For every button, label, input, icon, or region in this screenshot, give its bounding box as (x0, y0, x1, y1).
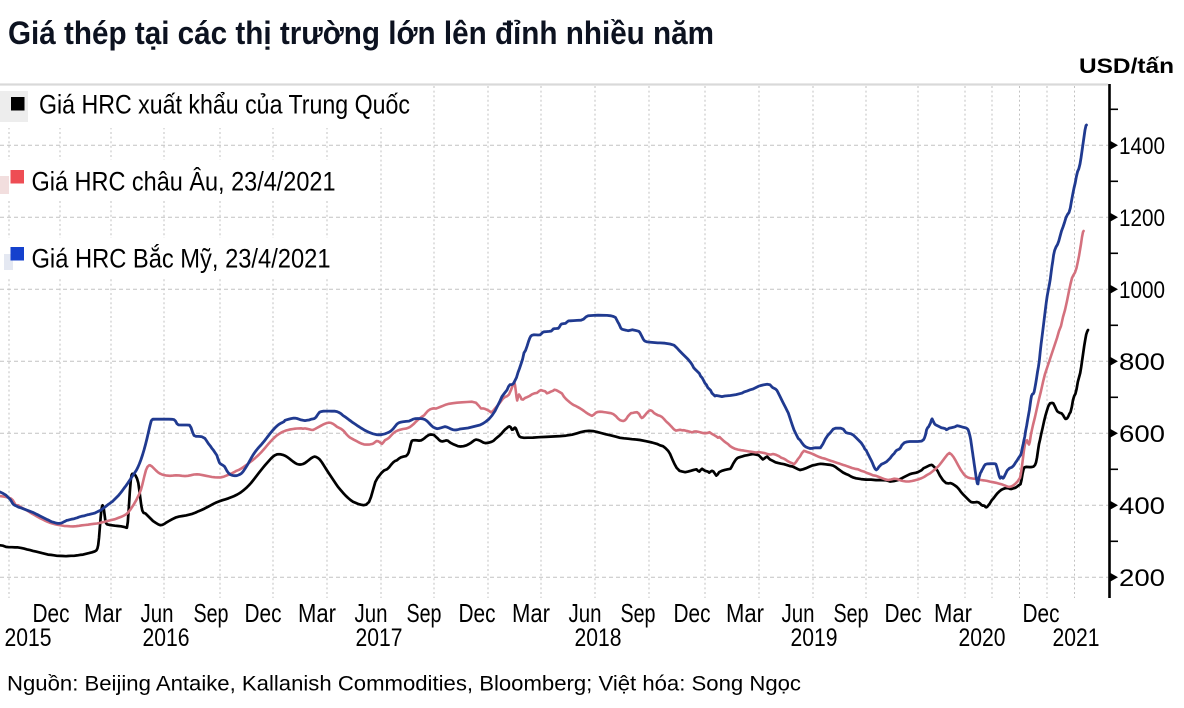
svg-text:1000: 1000 (1119, 277, 1165, 304)
svg-text:400: 400 (1119, 493, 1165, 520)
svg-text:Dec: Dec (459, 598, 496, 628)
svg-text:2015: 2015 (5, 624, 52, 652)
svg-text:USD/tấn: USD/tấn (1079, 54, 1174, 78)
svg-text:Giá HRC Bắc Mỹ, 23/4/2021: Giá HRC Bắc Mỹ, 23/4/2021 (32, 244, 331, 274)
svg-text:Sep: Sep (834, 598, 869, 628)
svg-text:Sep: Sep (621, 598, 656, 628)
svg-text:Mar: Mar (726, 598, 764, 628)
svg-text:200: 200 (1119, 565, 1165, 592)
svg-text:Sep: Sep (194, 598, 229, 628)
svg-text:2020: 2020 (959, 624, 1006, 652)
svg-text:600: 600 (1119, 421, 1165, 448)
svg-text:Giá HRC xuất khẩu của Trung Qu: Giá HRC xuất khẩu của Trung Quốc (39, 90, 410, 120)
svg-text:Jun: Jun (569, 598, 602, 628)
svg-text:Jun: Jun (782, 598, 815, 628)
svg-text:2021: 2021 (1053, 624, 1100, 652)
svg-text:800: 800 (1119, 349, 1165, 376)
svg-text:Dec: Dec (1023, 598, 1060, 628)
svg-text:Giá HRC châu Âu, 23/4/2021: Giá HRC châu Âu, 23/4/2021 (32, 167, 336, 197)
svg-text:2019: 2019 (791, 624, 838, 652)
svg-text:Jun: Jun (141, 598, 174, 628)
svg-text:Dec: Dec (885, 598, 922, 628)
svg-text:Mar: Mar (934, 598, 972, 628)
svg-text:2017: 2017 (356, 624, 403, 652)
svg-text:1400: 1400 (1119, 133, 1165, 160)
svg-text:1200: 1200 (1119, 205, 1165, 232)
svg-text:2016: 2016 (143, 624, 190, 652)
svg-text:Dec: Dec (33, 598, 70, 628)
svg-text:Mar: Mar (512, 598, 550, 628)
svg-text:Dec: Dec (674, 598, 711, 628)
svg-text:Dec: Dec (245, 598, 282, 628)
svg-text:2018: 2018 (575, 624, 622, 652)
svg-text:Jun: Jun (355, 598, 388, 628)
svg-text:Mar: Mar (84, 598, 122, 628)
svg-text:Giá thép tại các thị trường lớ: Giá thép tại các thị trường lớn lên đỉnh… (8, 15, 714, 51)
svg-text:Sep: Sep (407, 598, 442, 628)
svg-text:Mar: Mar (298, 598, 336, 628)
svg-text:Nguồn: Beijing Antaike, Kallan: Nguồn: Beijing Antaike, Kallanish Commod… (7, 672, 801, 696)
